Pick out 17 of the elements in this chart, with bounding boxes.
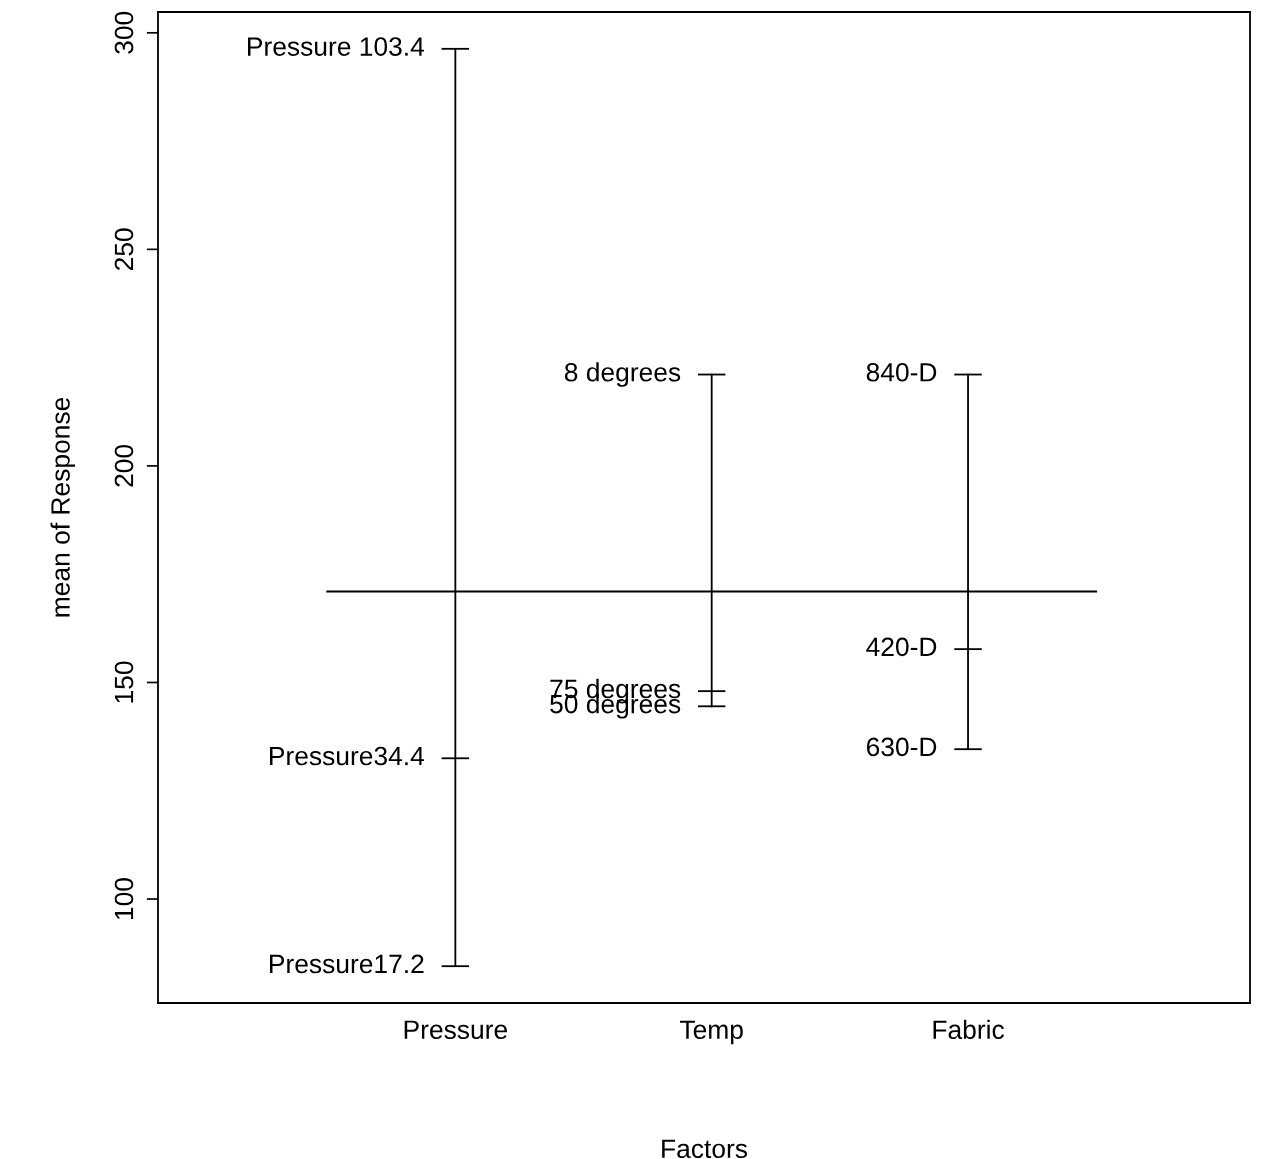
y-tick-label: 150 [114, 661, 134, 703]
annotation: Pressure34.4 [270, 746, 425, 766]
annotation: 630-D [866, 737, 937, 757]
y-tick-label: 300 [114, 11, 134, 54]
y-tick-label: 200 [114, 444, 134, 487]
x-tick-label: Temp [680, 1020, 743, 1045]
x-tick-label: Pressure [404, 1020, 507, 1040]
x-tick-label: Fabric [933, 1019, 1004, 1040]
annotation: 420-D [866, 637, 937, 657]
annotation: Pressure17.2 [270, 954, 424, 974]
y-axis-title: mean of Response [50, 397, 76, 617]
x-axis-title: Factors [662, 1139, 748, 1159]
y-tick-label: 100 [114, 878, 134, 920]
annotation: 840-D [866, 362, 937, 382]
y-tick-label: 250 [114, 228, 134, 271]
annotation: 8 degrees [564, 362, 681, 387]
annotation: Pressure 103.4 [248, 37, 425, 56]
